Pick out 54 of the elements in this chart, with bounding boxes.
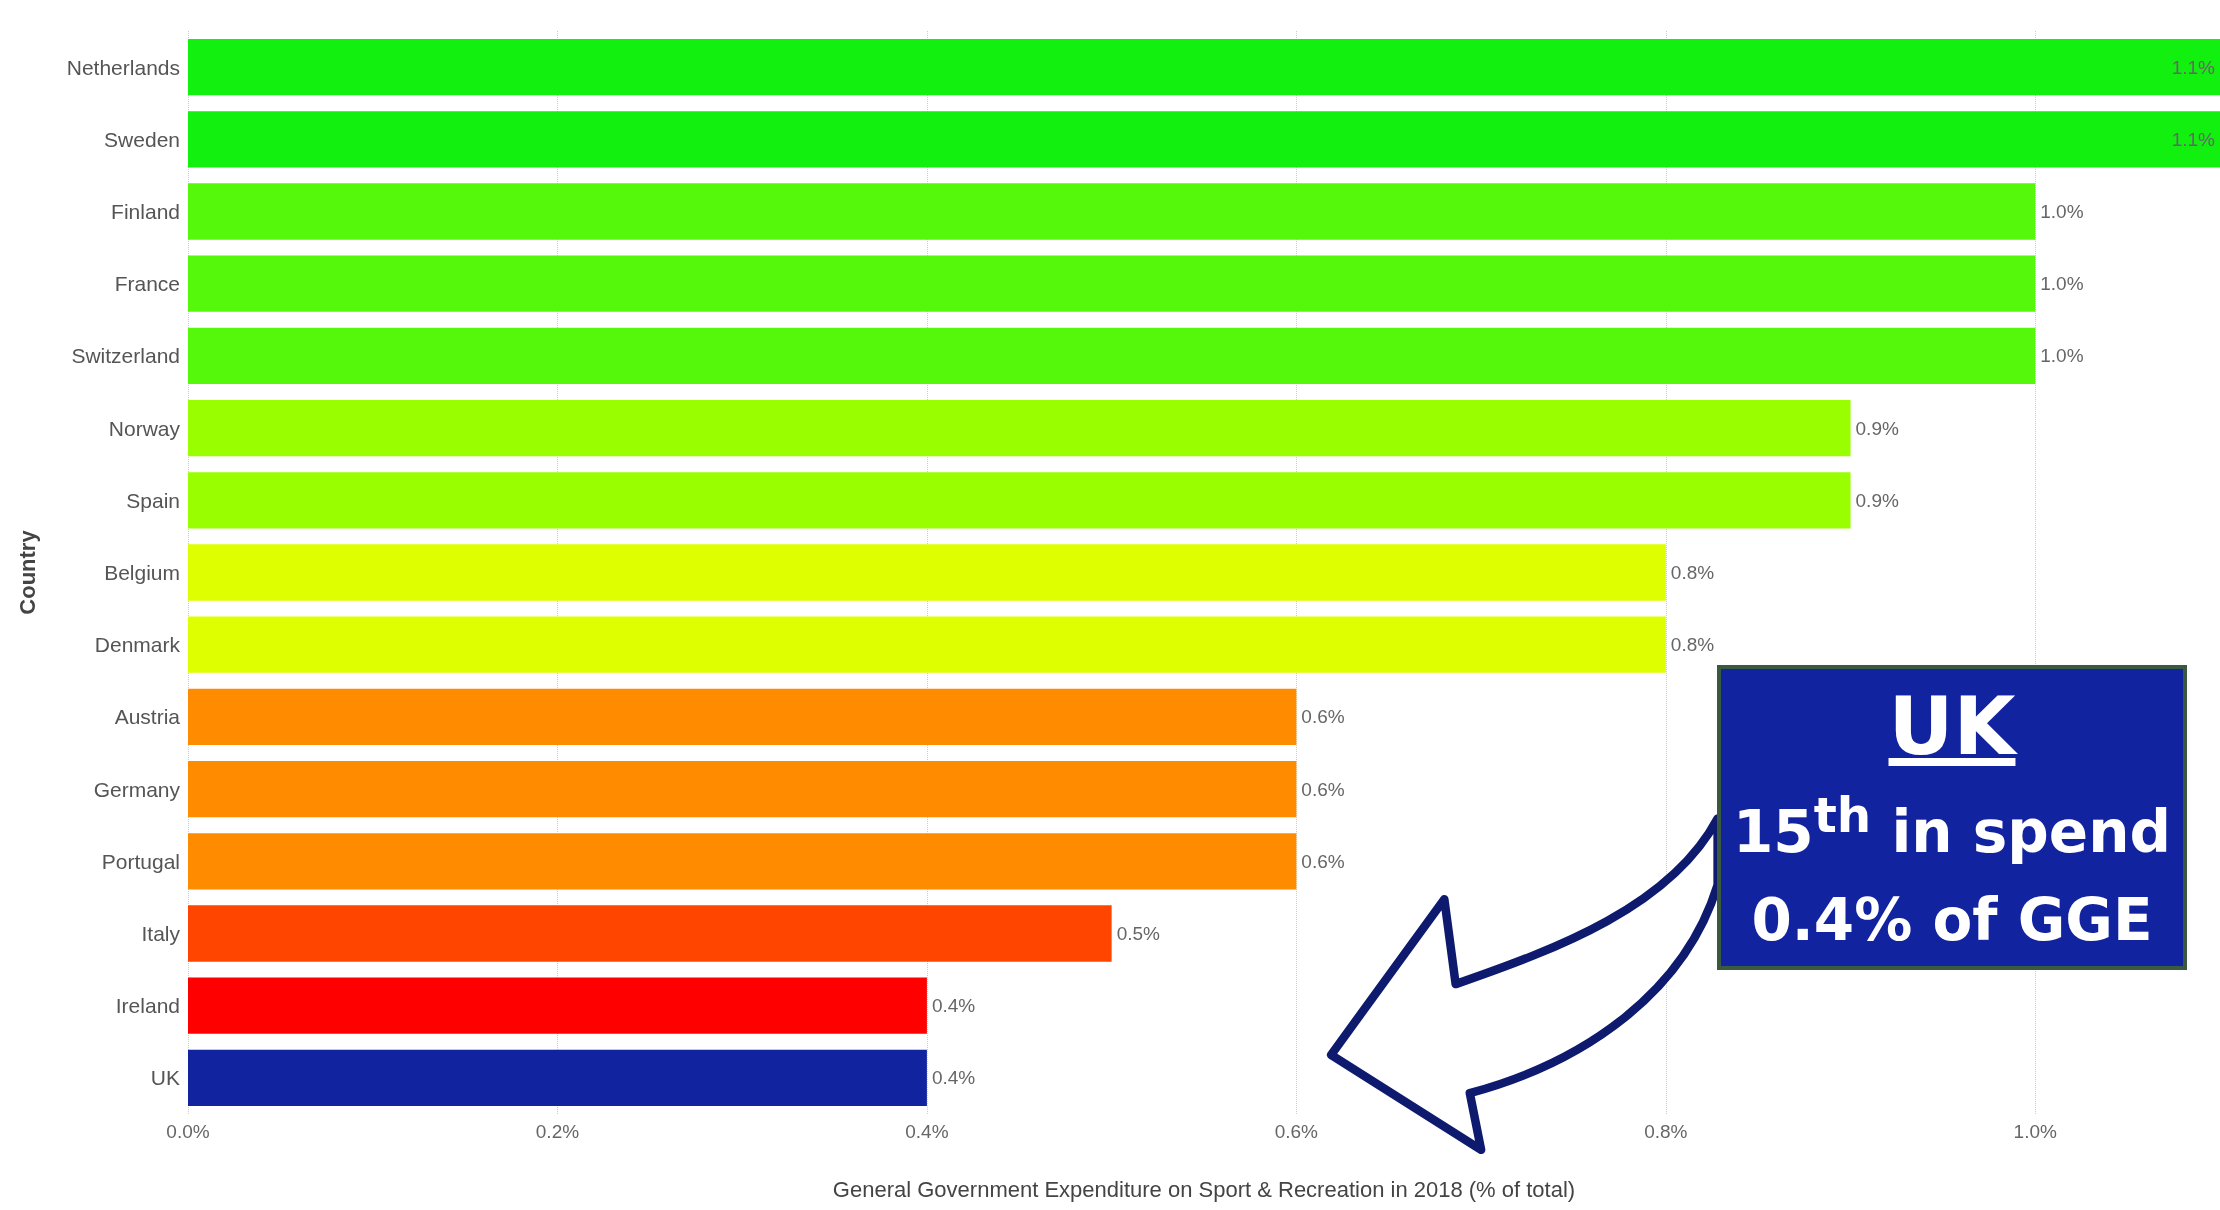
x-tick-label: 1.0% [2013, 1121, 2058, 1142]
y-tick-label: Portugal [101, 849, 180, 873]
bar [188, 977, 927, 1034]
x-tick-label: 0.0% [166, 1121, 210, 1142]
bar [188, 688, 1297, 746]
y-tick-label: Netherlands [66, 55, 180, 79]
data-label: 0.8% [1670, 562, 1715, 583]
data-label: 1.1% [2171, 128, 2216, 150]
y-tick-label: Denmark [94, 633, 181, 657]
bar [188, 38, 2220, 96]
x-tick-label: 0.2% [535, 1121, 580, 1142]
data-label: 1.1% [2171, 56, 2216, 78]
bar [188, 616, 1666, 673]
y-tick-label: Austria [114, 705, 181, 729]
data-label: 1.0% [2040, 345, 2084, 367]
y-tick-label: Norway [108, 416, 181, 440]
y-tick-label: UK [150, 1066, 180, 1090]
data-label: 0.9% [1855, 417, 1899, 439]
x-axis-title: General Government Expenditure on Sport & Recreation in 2018 (% of total) [832, 1176, 1576, 1202]
data-label: 0.5% [1116, 923, 1161, 944]
y-tick-label: Germany [93, 777, 181, 801]
data-label: 0.8% [1670, 634, 1715, 656]
bar [188, 472, 1851, 529]
x-tick-label: 0.6% [1274, 1121, 1319, 1142]
y-tick-label: Belgium [104, 561, 180, 584]
annotation: UK 15$^{th}$ in spend 0.4% of GGE [1732, 680, 2172, 957]
y-tick-label: Finland [111, 200, 180, 223]
bar [188, 399, 1851, 457]
y-tick-label: France [114, 272, 180, 296]
bar [188, 255, 2036, 312]
data-label: 0.9% [1855, 489, 1899, 511]
y-axis-title: Country [14, 529, 40, 615]
bar [188, 183, 2036, 240]
y-tick-label: Ireland [115, 994, 180, 1018]
bar [188, 905, 1112, 962]
y-tick-label: Sweden [104, 127, 180, 151]
bar [188, 544, 1666, 601]
y-tick-label: Spain [126, 488, 180, 512]
y-tick-label: Switzerland [71, 344, 180, 368]
data-label: 1.0% [2040, 201, 2084, 222]
bar [188, 1049, 927, 1107]
data-label: 1.0% [2040, 273, 2084, 295]
x-tick-label: 0.8% [1644, 1121, 1688, 1142]
bar [188, 327, 2036, 385]
x-tick-label: 0.4% [905, 1121, 949, 1142]
data-label: 0.4% [931, 995, 976, 1017]
bar [188, 111, 2220, 168]
bar [188, 833, 1297, 890]
data-label: 0.6% [1301, 778, 1345, 800]
y-tick-label: Italy [141, 922, 181, 945]
bar [188, 760, 1297, 818]
data-label: 0.4% [931, 1067, 976, 1089]
data-label: 0.6% [1301, 850, 1345, 872]
data-label: 0.6% [1301, 706, 1345, 728]
